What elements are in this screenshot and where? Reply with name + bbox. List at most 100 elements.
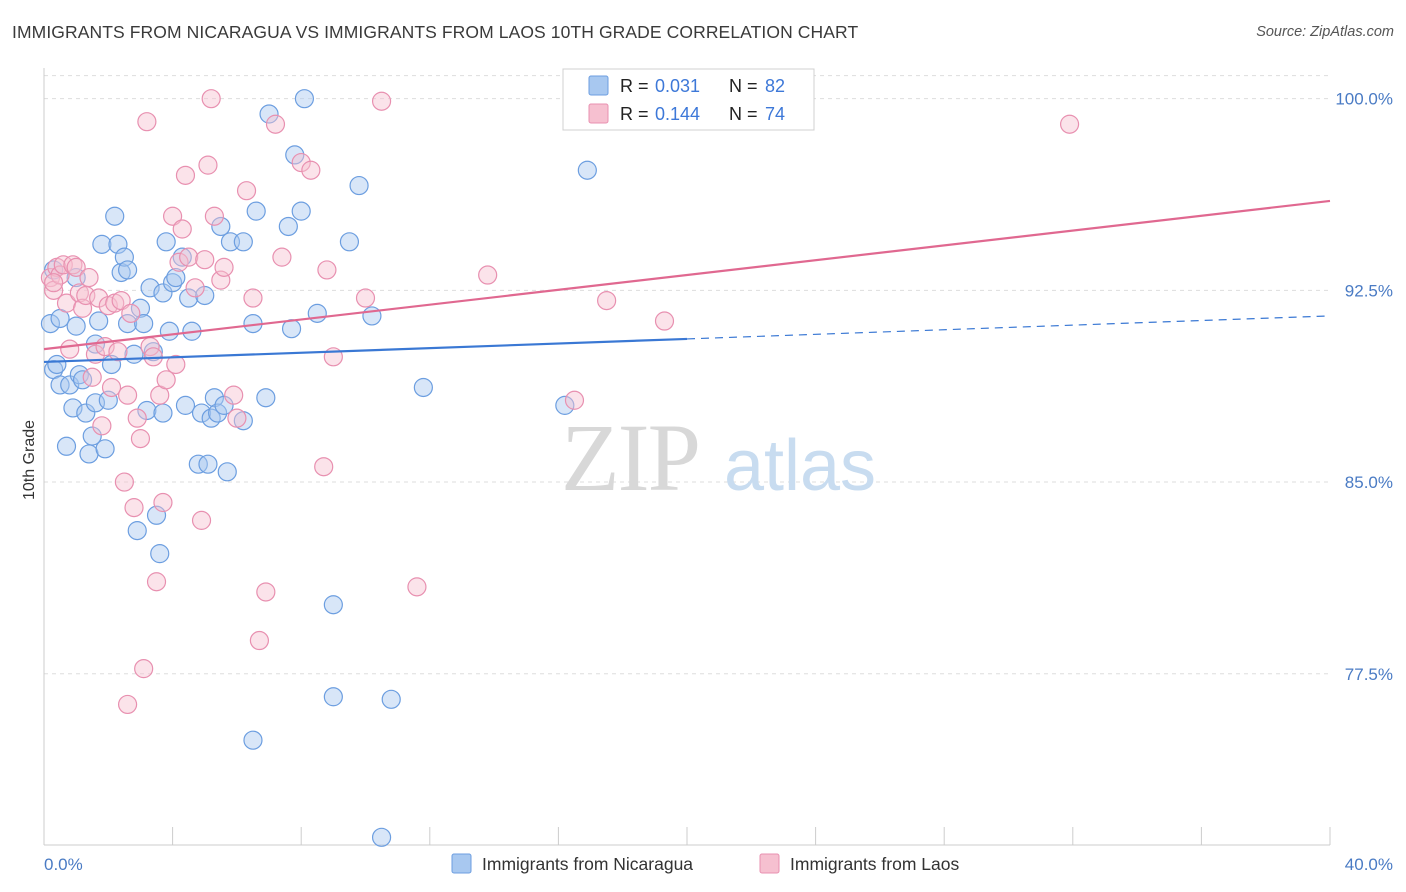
legend-bottom-laos-label: Immigrants from Laos: [790, 854, 959, 874]
point-laos-66: [478, 265, 498, 285]
x-tick-label-0: 0.0%: [44, 855, 83, 874]
point-nicaragua-53: [214, 395, 234, 415]
watermark-zip: ZIP: [561, 404, 699, 511]
point-laos-55: [256, 582, 276, 602]
point-laos-54: [249, 630, 270, 651]
chart-title: IMMIGRANTS FROM NICARAGUA VS IMMIGRANTS …: [12, 22, 859, 42]
point-nicaragua-46: [191, 403, 212, 423]
point-laos-14: [85, 344, 106, 364]
point-laos-28: [130, 429, 151, 449]
point-laos-13: [82, 367, 102, 387]
point-nicaragua-49: [201, 408, 221, 428]
point-laos-65: [407, 577, 427, 597]
legend-nicaragua-r-label: R =: [620, 76, 654, 96]
point-nicaragua-31: [137, 400, 157, 421]
series-laos-points: [40, 89, 1080, 715]
point-nicaragua-21: [105, 206, 125, 226]
trend-nicaragua-solid: [43, 337, 688, 364]
legend-laos-swatch: [588, 103, 609, 124]
point-laos-63: [355, 288, 376, 308]
point-nicaragua-30: [134, 313, 154, 334]
point-laos-71: [117, 694, 138, 715]
point-laos-25: [121, 303, 141, 323]
point-nicaragua-48: [198, 454, 218, 474]
point-laos-8: [66, 257, 86, 277]
legend-bottom-laos-swatch: [759, 853, 780, 874]
legend-laos-r-label: R =: [620, 104, 654, 124]
legend-laos-r-value: 0.144: [655, 104, 700, 124]
point-laos-49: [214, 257, 234, 277]
point-laos-26: [124, 498, 144, 518]
point-nicaragua-3: [50, 375, 70, 395]
point-nicaragua-12: [79, 444, 99, 464]
point-laos-41: [175, 165, 196, 185]
point-laos-6: [60, 339, 80, 359]
legend-nicaragua-swatch: [588, 75, 609, 96]
point-nicaragua-75: [413, 377, 433, 398]
point-nicaragua-26: [117, 260, 138, 280]
point-laos-67: [564, 390, 585, 410]
point-laos-7: [63, 255, 83, 275]
point-nicaragua-50: [204, 388, 224, 408]
legend-bottom-nicaragua-label: Immigrants from Nicaragua: [482, 854, 693, 874]
legend-laos-n-label: N =: [729, 104, 763, 124]
point-nicaragua-18: [95, 439, 115, 459]
point-nicaragua-8: [66, 316, 86, 336]
point-laos-33: [146, 572, 167, 592]
point-laos-19: [101, 377, 122, 398]
point-nicaragua-51: [208, 403, 228, 423]
point-nicaragua-52: [211, 216, 231, 237]
trend-nicaragua-dashed: [686, 315, 1331, 340]
point-laos-40: [172, 219, 192, 239]
tick-labels: 77.5% 85.0% 92.5% 100.0% 0.0% 40.0%: [44, 90, 1393, 874]
point-laos-57: [272, 247, 292, 267]
x-tick-label-1: 40.0%: [1345, 855, 1393, 874]
point-nicaragua-78: [243, 730, 263, 750]
point-laos-38: [166, 354, 186, 375]
point-nicaragua-73: [371, 827, 392, 847]
point-nicaragua-13: [82, 426, 102, 446]
point-laos-59: [301, 160, 321, 180]
point-nicaragua-45: [188, 454, 208, 474]
point-nicaragua-71: [349, 175, 369, 196]
point-nicaragua-77: [577, 160, 597, 180]
point-laos-29: [134, 659, 154, 679]
point-nicaragua-33: [143, 342, 163, 362]
y-tick-label-2: 92.5%: [1345, 281, 1393, 300]
point-nicaragua-28: [127, 521, 147, 541]
point-nicaragua-16: [89, 311, 109, 331]
point-nicaragua-6: [60, 375, 80, 395]
axes: [43, 68, 1331, 846]
point-nicaragua-60: [256, 388, 276, 408]
point-laos-10: [72, 298, 93, 318]
point-nicaragua-64: [285, 145, 305, 165]
point-laos-42: [179, 247, 199, 267]
point-laos-23: [114, 472, 134, 492]
point-laos-22: [111, 290, 131, 311]
point-nicaragua-40: [166, 267, 186, 288]
y-axis-label: 10th Grade: [21, 420, 38, 500]
point-nicaragua-17: [92, 234, 112, 254]
point-laos-68: [597, 290, 617, 311]
point-laos-46: [198, 155, 218, 175]
point-nicaragua-68: [323, 687, 343, 707]
point-laos-45: [195, 250, 215, 270]
point-laos-60: [314, 457, 334, 477]
point-nicaragua-24: [114, 247, 134, 267]
trend-laos: [43, 199, 1331, 351]
point-nicaragua-7: [63, 398, 83, 418]
point-nicaragua-11: [76, 403, 96, 423]
point-laos-16: [92, 416, 112, 436]
point-nicaragua-61: [259, 104, 279, 124]
point-laos-70: [1059, 114, 1080, 134]
point-nicaragua-27: [124, 344, 144, 364]
watermark: ZIP atlas: [561, 404, 876, 511]
point-laos-27: [127, 408, 147, 428]
point-laos-51: [227, 408, 247, 428]
point-nicaragua-0: [40, 313, 61, 334]
trend-lines: [43, 199, 1331, 364]
point-nicaragua-5: [56, 436, 77, 456]
point-nicaragua-19: [98, 390, 118, 410]
point-nicaragua-2: [47, 354, 67, 375]
point-nicaragua-37: [156, 232, 176, 252]
